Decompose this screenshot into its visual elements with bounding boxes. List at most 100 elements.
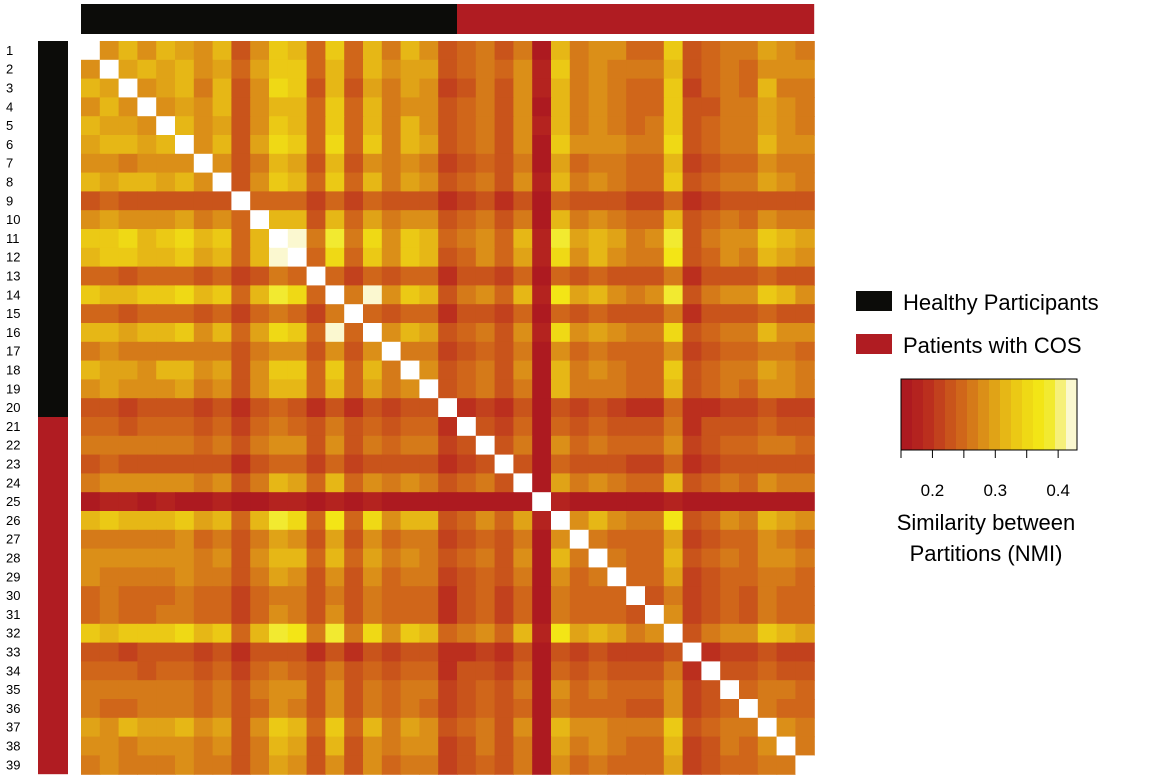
colorbar-title-line-2: Partitions (NMI) <box>910 541 1063 566</box>
heatmap-cell <box>306 247 326 268</box>
heatmap-cell <box>645 417 665 437</box>
heatmap-cell <box>739 78 759 98</box>
heatmap-cell <box>81 304 101 324</box>
heatmap-cell <box>438 41 458 61</box>
heatmap-cell <box>269 717 289 738</box>
heatmap-cell <box>607 661 627 681</box>
heatmap-cell <box>720 153 740 174</box>
heatmap-cell <box>701 266 721 286</box>
heatmap-cell <box>645 153 665 174</box>
heatmap-cell <box>551 492 571 512</box>
heatmap-cell <box>701 454 721 474</box>
heatmap-cell <box>532 229 552 249</box>
heatmap-cell <box>381 191 402 211</box>
heatmap-cell <box>457 266 477 286</box>
heatmap-cell <box>381 229 402 249</box>
heatmap-cell <box>99 492 120 512</box>
heatmap-cell <box>757 360 778 380</box>
heatmap-cell <box>400 341 420 362</box>
heatmap-cell <box>607 191 627 211</box>
heatmap-cell <box>475 567 496 587</box>
heatmap-cell <box>269 473 289 493</box>
heatmap-cell <box>457 341 477 362</box>
heatmap-cell <box>551 360 571 380</box>
heatmap-cell <box>682 586 702 606</box>
heatmap-cell <box>156 360 176 380</box>
heatmap-cell <box>175 454 195 474</box>
heatmap-cell <box>175 717 195 738</box>
heatmap-cell <box>118 755 138 775</box>
heatmap-cell <box>269 341 289 362</box>
heatmap-cell <box>701 229 721 249</box>
heatmap-cell <box>532 548 552 568</box>
heatmap-cell <box>81 191 101 211</box>
heatmap-cell <box>438 529 458 550</box>
heatmap-cell <box>569 567 590 587</box>
heatmap-cell <box>795 379 815 399</box>
heatmap-cell <box>193 398 214 418</box>
heatmap-cell <box>269 661 289 681</box>
heatmap-cell <box>250 285 270 305</box>
heatmap-cell <box>513 341 533 362</box>
heatmap-cell <box>287 360 308 380</box>
heatmap-cell <box>663 717 684 738</box>
heatmap-cell <box>156 548 176 568</box>
heatmap-cell <box>287 41 308 61</box>
heatmap-cell <box>269 454 289 474</box>
diagonal-cell <box>344 304 364 324</box>
heatmap-cell <box>551 135 571 155</box>
heatmap-cell <box>99 116 120 136</box>
heatmap-cell <box>645 360 665 380</box>
heatmap-cell <box>776 41 796 61</box>
heatmap-cell <box>419 266 439 286</box>
diagonal-cell <box>645 605 665 625</box>
heatmap-cell <box>99 755 120 775</box>
heatmap-cell <box>551 379 571 399</box>
heatmap-cell <box>137 360 157 380</box>
heatmap-cell <box>739 341 759 362</box>
heatmap-cell <box>776 285 796 305</box>
heatmap-cell <box>795 135 815 155</box>
heatmap-cell <box>475 59 496 80</box>
heatmap-cell <box>231 529 251 550</box>
heatmap-cell <box>118 567 138 587</box>
heatmap-cell <box>720 247 740 268</box>
heatmap-cell <box>250 623 270 644</box>
heatmap-cell <box>212 229 232 249</box>
heatmap-cell <box>419 97 439 117</box>
heatmap-cell <box>344 360 364 380</box>
heatmap-cell <box>663 548 684 568</box>
heatmap-cell <box>193 435 214 456</box>
heatmap-cell <box>513 229 533 249</box>
heatmap-cell <box>776 341 796 362</box>
heatmap-cell <box>175 41 195 61</box>
heatmap-cell <box>532 41 552 61</box>
heatmap-cell <box>682 323 702 343</box>
heatmap-cell <box>645 304 665 324</box>
heatmap-cell <box>607 360 627 380</box>
heatmap-cell <box>475 586 496 606</box>
top-bar-cos <box>457 4 815 34</box>
heatmap-cell <box>682 360 702 380</box>
heatmap-cell <box>137 379 157 399</box>
heatmap-cell <box>776 717 796 738</box>
colorbar-bin <box>923 379 935 450</box>
heatmap-cell <box>250 473 270 493</box>
heatmap-cell <box>720 78 740 98</box>
heatmap-cell <box>494 680 514 700</box>
heatmap-cell <box>438 78 458 98</box>
heatmap-cell <box>757 680 778 700</box>
heatmap-cell <box>513 172 533 192</box>
heatmap-cell <box>795 78 815 98</box>
heatmap-cell <box>381 247 402 268</box>
heatmap-cell <box>551 341 571 362</box>
heatmap-cell <box>626 266 646 286</box>
heatmap-cell <box>231 59 251 80</box>
heatmap-cell <box>306 605 326 625</box>
heatmap-cell <box>438 435 458 456</box>
heatmap-cell <box>137 341 157 362</box>
heatmap-cell <box>363 473 383 493</box>
heatmap-cell <box>325 736 345 756</box>
heatmap-cell <box>81 736 101 756</box>
heatmap-cell <box>306 623 326 644</box>
